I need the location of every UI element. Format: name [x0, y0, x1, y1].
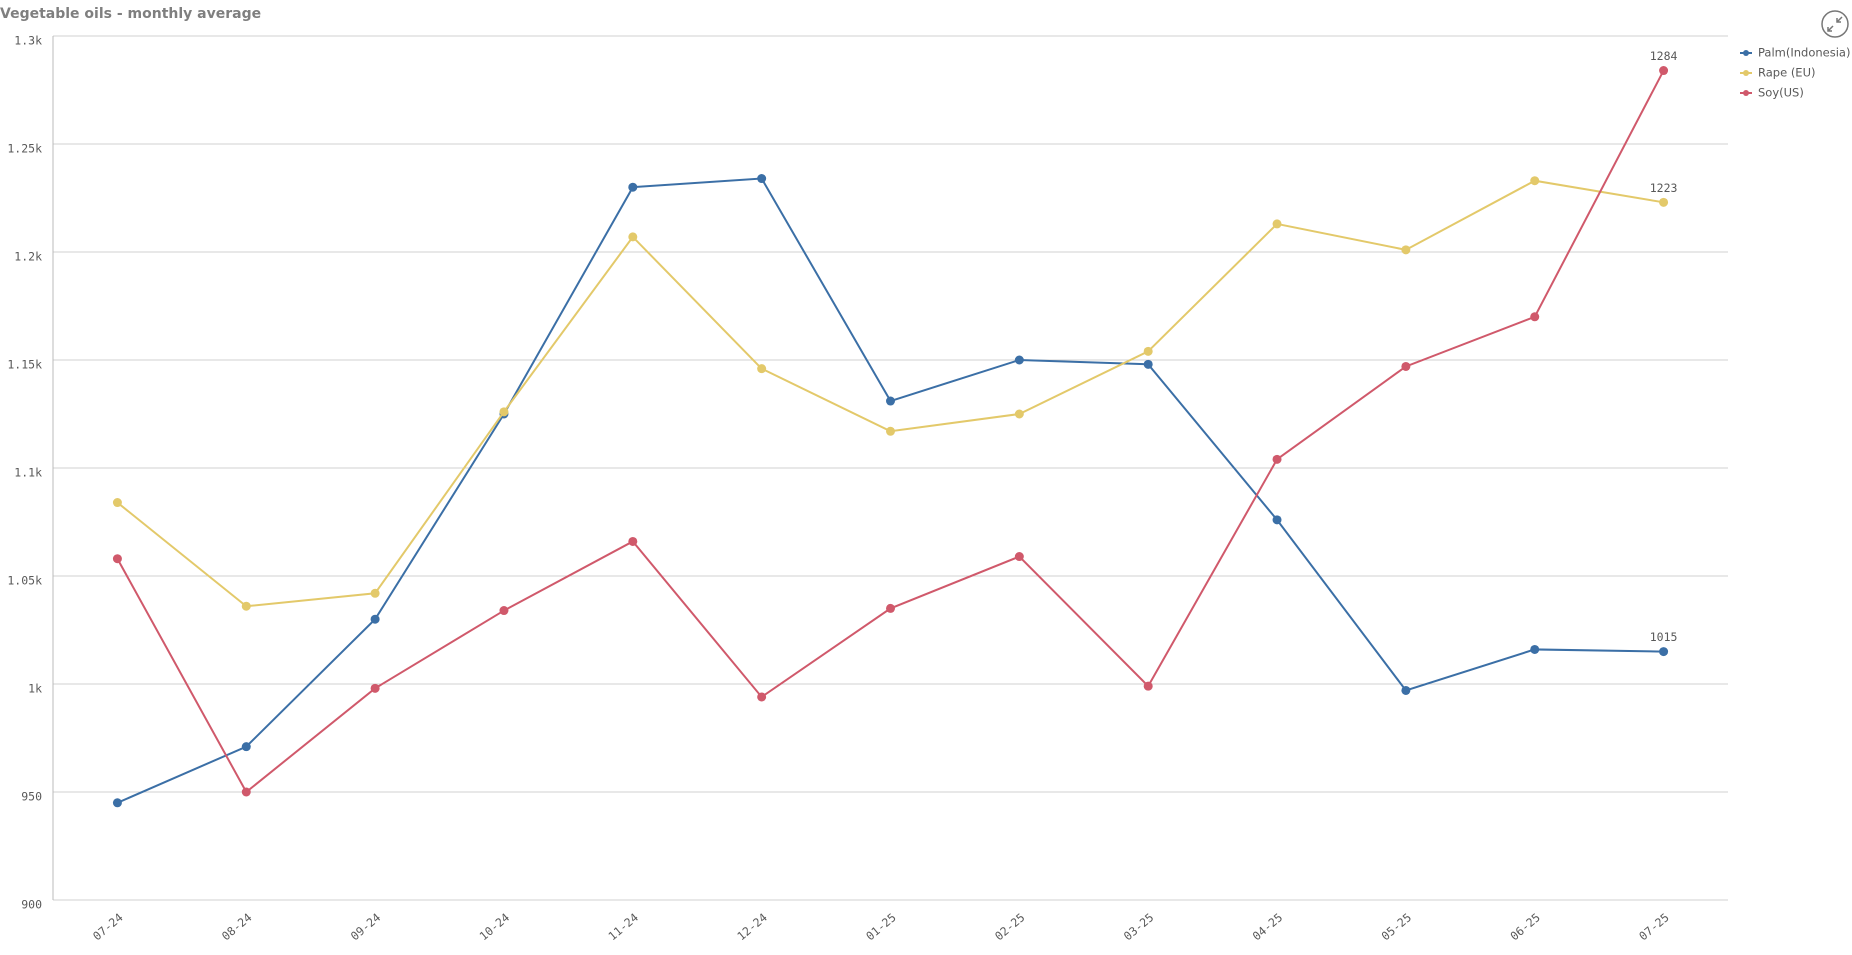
data-point	[499, 407, 509, 417]
legend-marker	[1743, 50, 1749, 56]
data-point	[628, 536, 638, 546]
data-point	[241, 787, 251, 797]
x-tick-label: 05-25	[1379, 910, 1415, 943]
exit-fullscreen-button[interactable]	[1821, 10, 1849, 38]
legend-marker	[1743, 90, 1749, 96]
data-point	[1143, 681, 1153, 691]
x-tick-label: 11-24	[605, 910, 641, 943]
y-tick-label: 1.1k	[14, 466, 42, 480]
data-point	[370, 614, 380, 624]
y-tick-label: 900	[21, 898, 42, 912]
data-point	[112, 798, 122, 808]
data-point	[1143, 346, 1153, 356]
data-point	[628, 182, 638, 192]
data-point	[886, 426, 895, 436]
data-point	[1014, 409, 1024, 419]
data-point	[1272, 515, 1282, 525]
x-tick-label: 12-24	[734, 910, 770, 943]
data-point	[757, 692, 767, 702]
data-point	[370, 683, 380, 693]
data-point	[1272, 454, 1282, 464]
x-tick-label: 06-25	[1507, 910, 1543, 943]
data-point	[370, 588, 380, 598]
data-point	[1014, 552, 1024, 562]
data-point	[886, 396, 895, 406]
data-point	[1530, 176, 1540, 186]
x-tick-label: 07-25	[1636, 910, 1672, 943]
data-point	[1014, 355, 1024, 365]
data-point	[757, 174, 767, 184]
x-tick-label: 09-24	[348, 910, 384, 943]
x-tick-label: 01-25	[863, 910, 899, 943]
y-tick-label: 950	[21, 790, 42, 804]
data-point	[112, 498, 122, 508]
data-point	[1659, 197, 1669, 207]
series-line	[116, 179, 1664, 608]
legend-marker	[1743, 70, 1749, 76]
data-point	[1530, 312, 1540, 322]
legend-label: Palm(Indonesia)	[1758, 46, 1850, 60]
y-tick-label: 1.05k	[7, 574, 42, 588]
data-point	[1401, 361, 1411, 371]
data-label: 1284	[1650, 49, 1678, 63]
data-point	[112, 554, 122, 564]
y-tick-label: 1.15k	[7, 358, 42, 372]
data-point	[1530, 644, 1540, 654]
data-point	[1401, 685, 1411, 695]
data-point	[628, 232, 638, 242]
x-tick-label: 07-24	[90, 910, 126, 943]
y-tick-label: 1k	[28, 682, 42, 696]
legend-label: Soy(US)	[1758, 86, 1804, 100]
data-point	[1272, 219, 1282, 229]
data-point	[1143, 359, 1153, 369]
x-tick-label: 03-25	[1121, 910, 1157, 943]
legend-label: Rape (EU)	[1758, 66, 1815, 80]
data-point	[241, 742, 251, 752]
data-point	[886, 603, 895, 613]
data-point	[241, 601, 251, 611]
data-point	[1401, 245, 1411, 255]
x-tick-label: 10-24	[477, 910, 513, 943]
data-label: 1015	[1650, 630, 1678, 644]
data-point	[1659, 66, 1669, 76]
data-point	[757, 364, 767, 374]
y-tick-label: 1.3k	[14, 34, 42, 48]
x-tick-label: 02-25	[992, 910, 1028, 943]
data-label: 1223	[1650, 181, 1678, 195]
chart-title: Vegetable oils - monthly average	[0, 6, 261, 22]
x-tick-label: 08-24	[219, 910, 255, 943]
data-point	[1659, 647, 1669, 657]
x-tick-label: 04-25	[1250, 910, 1286, 943]
y-tick-label: 1.2k	[14, 250, 42, 264]
y-tick-label: 1.25k	[7, 142, 42, 156]
data-point	[499, 606, 509, 616]
